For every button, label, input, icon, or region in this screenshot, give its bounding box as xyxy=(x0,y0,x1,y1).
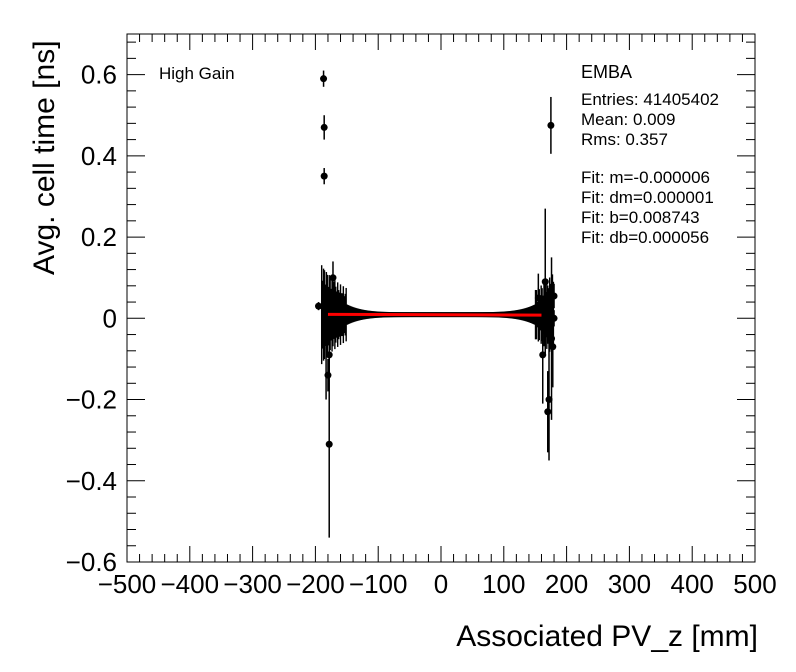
x-tick-label: −300 xyxy=(223,569,282,599)
y-tick-label: 0.4 xyxy=(81,141,117,171)
data-point xyxy=(550,314,558,322)
data-point xyxy=(320,172,328,180)
data-point xyxy=(548,335,556,343)
fit-b: Fit: b=0.008743 xyxy=(581,208,700,227)
data-point xyxy=(320,123,328,131)
x-tick-label: 300 xyxy=(608,569,651,599)
stats-entries: Entries: 41405402 xyxy=(581,90,719,109)
data-point xyxy=(320,75,328,83)
y-tick-label: 0.2 xyxy=(81,222,117,252)
y-tick-label: −0.6 xyxy=(66,547,117,577)
x-tick-label: 400 xyxy=(671,569,714,599)
stats-rms: Rms: 0.357 xyxy=(581,130,668,149)
fit-db: Fit: db=0.000056 xyxy=(581,228,710,247)
data-point xyxy=(550,292,558,300)
x-tick-label: −100 xyxy=(349,569,408,599)
fit-layer xyxy=(327,312,542,317)
gain-label: High Gain xyxy=(159,64,235,83)
data-marks xyxy=(315,70,558,538)
data-point xyxy=(534,294,542,302)
x-tick-label: 100 xyxy=(482,569,525,599)
y-axis-label: Avg. cell time [ns] xyxy=(28,40,61,275)
y-tick-label: 0 xyxy=(103,303,117,333)
data-point xyxy=(544,408,552,416)
x-tick-label: 200 xyxy=(545,569,588,599)
x-axis-label: Associated PV_z [mm] xyxy=(456,620,758,653)
data-point xyxy=(547,121,555,129)
x-tick-label: 0 xyxy=(434,569,448,599)
y-tick-label: −0.4 xyxy=(66,466,117,496)
y-tick-label: −0.2 xyxy=(66,385,117,415)
y-tick-label: 0.6 xyxy=(81,60,117,90)
data-point xyxy=(325,440,333,448)
data-point xyxy=(324,371,332,379)
data-point xyxy=(315,302,323,310)
x-tick-label: −400 xyxy=(161,569,220,599)
data-point xyxy=(549,343,557,351)
data-point xyxy=(545,396,553,404)
x-tick-label: 500 xyxy=(733,569,776,599)
data-point xyxy=(330,290,338,298)
stats-mean: Mean: 0.009 xyxy=(581,110,676,129)
x-tick-label: −500 xyxy=(98,569,157,599)
data-point xyxy=(329,274,337,282)
fit-m: Fit: m=-0.000006 xyxy=(581,168,710,187)
axes: −500 −400 −300 −200 −100 0 100 200 300 400 500 −0.6… xyxy=(66,34,777,599)
data-point xyxy=(541,278,549,286)
data-point xyxy=(539,351,547,359)
x-tick-label: −200 xyxy=(286,569,345,599)
fit-dm: Fit: dm=0.000001 xyxy=(581,188,714,207)
fit-line xyxy=(327,312,542,317)
stats-title: EMBA xyxy=(581,62,633,82)
stats-box: EMBA Entries: 41405402 Mean: 0.009 Rms: … xyxy=(581,62,719,248)
data-point xyxy=(322,339,330,347)
